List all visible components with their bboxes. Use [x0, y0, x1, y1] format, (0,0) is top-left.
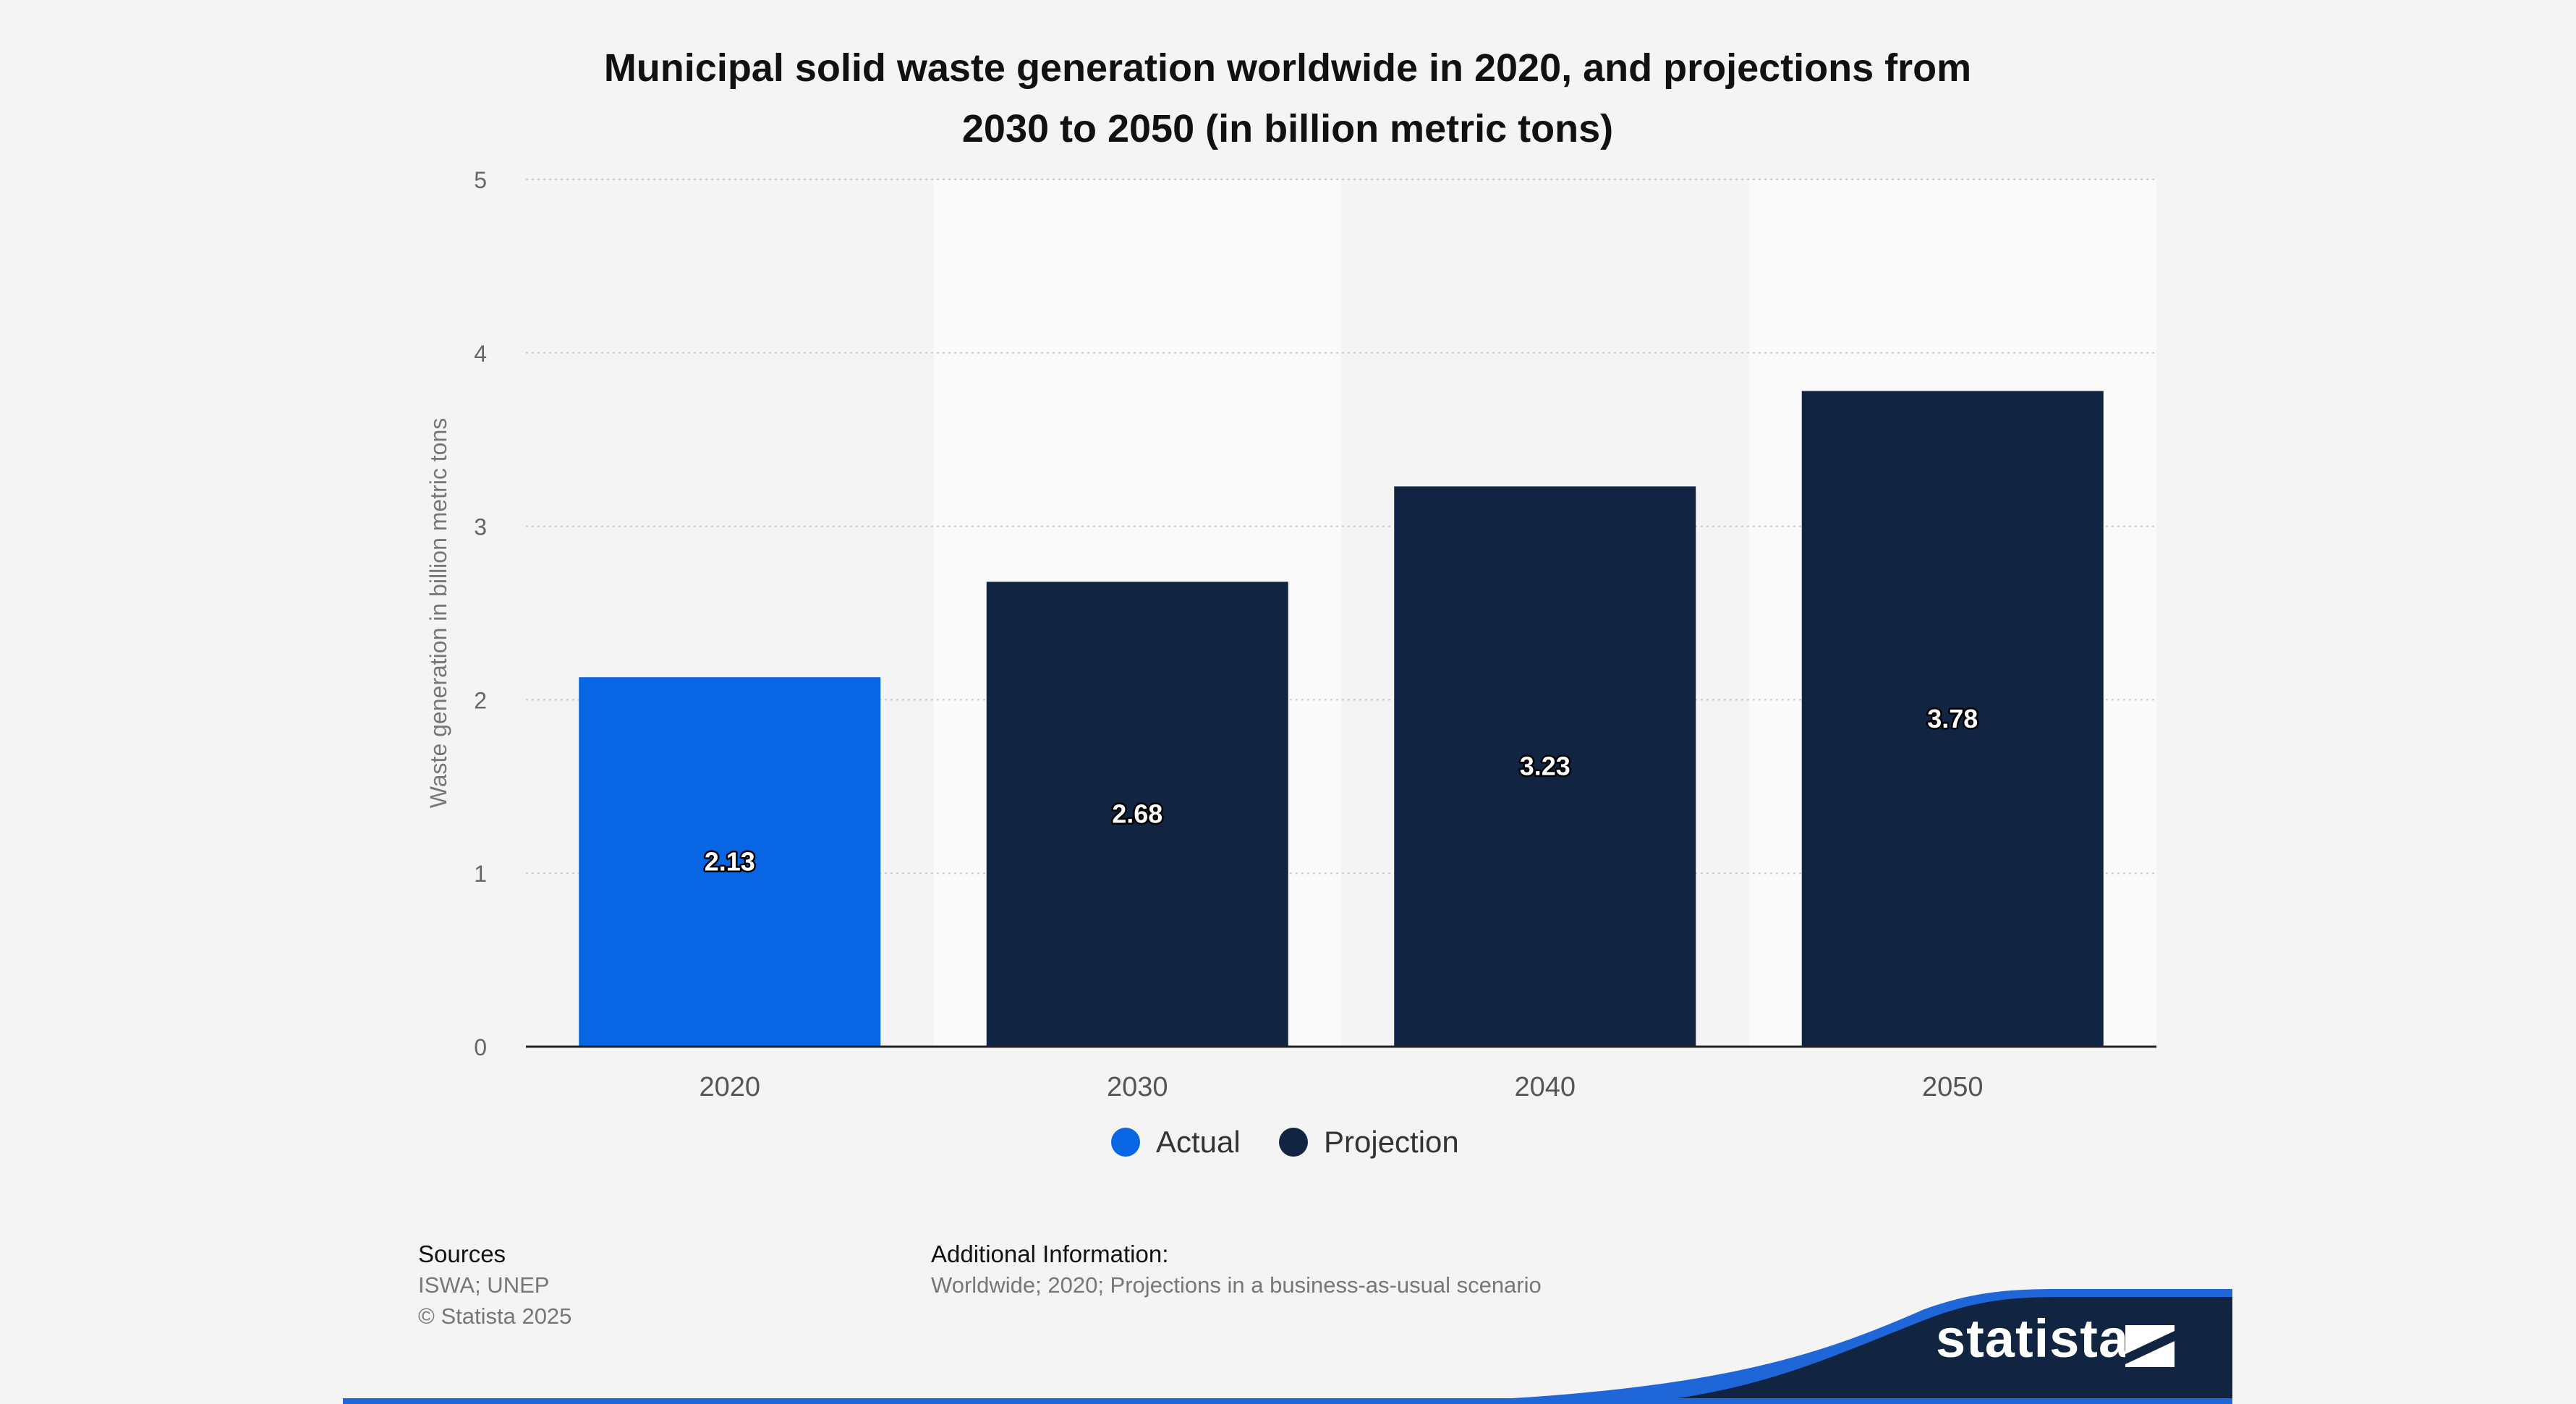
sources-heading: Sources	[418, 1241, 506, 1267]
legend-label-actual: Actual	[1156, 1125, 1241, 1159]
legend-label-projection: Projection	[1324, 1125, 1459, 1159]
sources-text[interactable]: ISWA; UNEP	[418, 1272, 550, 1298]
data-label: 2.68	[1112, 799, 1162, 829]
additional-info-text: Worldwide; 2020; Projections in a busine…	[931, 1272, 1542, 1298]
x-tick-label: 2040	[1514, 1072, 1576, 1102]
chart-title-line-2: 2030 to 2050 (in billion metric tons)	[961, 107, 1614, 150]
data-label: 2.13	[705, 847, 755, 877]
x-tick-label: 2050	[1922, 1072, 1984, 1102]
additional-info-block: Additional Information: Worldwide; 2020;…	[931, 1238, 1542, 1301]
statista-wordmark[interactable]: statista	[1936, 1309, 2130, 1369]
chart-title-line-1: Municipal solid waste generation worldwi…	[603, 46, 1972, 90]
sources-block: Sources ISWA; UNEP © Statista 2025	[418, 1238, 571, 1332]
bar-2030[interactable]	[986, 582, 1288, 1047]
y-axis-title: Waste generation in billion metric tons	[425, 418, 451, 809]
bar-2020[interactable]	[579, 677, 881, 1047]
y-tick-label: 3	[474, 514, 487, 540]
y-tick-label: 1	[474, 861, 487, 887]
data-label: 3.78	[1927, 704, 1978, 733]
additional-info-heading: Additional Information:	[931, 1241, 1169, 1267]
bar-2050[interactable]	[1801, 391, 2104, 1047]
y-tick-label: 0	[474, 1034, 487, 1060]
legend-dot-icon	[1279, 1128, 1308, 1157]
x-tick-label: 2020	[699, 1072, 760, 1102]
y-tick-label: 5	[474, 167, 487, 193]
bar-2040[interactable]	[1394, 486, 1696, 1047]
chart-title: Municipal solid waste generation worldwi…	[506, 38, 2069, 159]
legend: Actual Projection	[0, 1125, 2576, 1168]
x-tick-label: 2030	[1107, 1072, 1168, 1102]
data-label: 3.23	[1520, 752, 1570, 781]
y-tick-label: 4	[474, 341, 487, 367]
legend-dot-icon	[1111, 1128, 1140, 1157]
legend-item-projection[interactable]: Projection	[1279, 1125, 1459, 1160]
legend-item-actual[interactable]: Actual	[1111, 1125, 1241, 1160]
statista-logo-icon	[2125, 1325, 2175, 1367]
y-tick-label: 2	[474, 687, 487, 713]
copyright-text: © Statista 2025	[418, 1303, 572, 1329]
